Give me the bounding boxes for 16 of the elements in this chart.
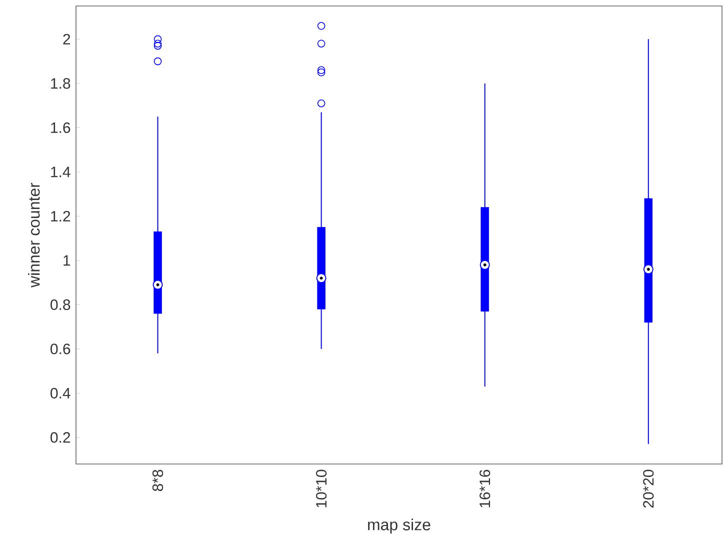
y-tick-label: 1.4	[51, 166, 70, 178]
y-tick-label: 0.4	[50, 388, 70, 398]
x-tick-label: 20*20	[643, 470, 654, 508]
y-tick-label: 0.2	[50, 432, 70, 443]
y-tick-label: 2	[63, 34, 70, 44]
y-tick-label: 1	[64, 255, 70, 266]
y-axis-title: winner counter	[28, 182, 40, 288]
y-tick-label: 1.6	[51, 122, 70, 133]
x-tick-label: 10*10	[316, 470, 327, 508]
y-tick-label: 0.6	[50, 344, 70, 354]
y-tick-label: 0.8	[50, 299, 70, 310]
x-tick-label: 8*8	[152, 470, 164, 492]
x-axis-title: map size	[368, 518, 430, 534]
x-tick-label: 16*16	[480, 470, 490, 508]
y-tick-label: 1.8	[51, 78, 70, 89]
y-tick-label: 1.2	[51, 210, 70, 222]
